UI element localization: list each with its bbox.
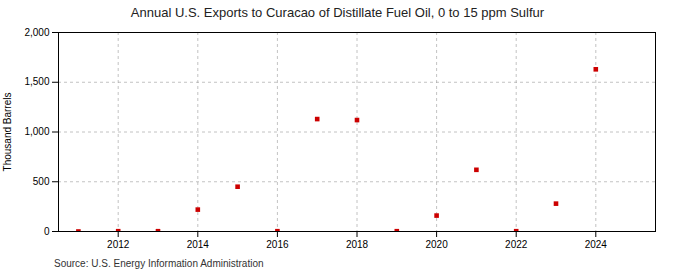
svg-text:2,000: 2,000: [24, 27, 49, 38]
svg-text:2024: 2024: [585, 239, 608, 250]
html-text:Annual U.S. Exports to Curacao: Annual U.S. Exports to Curacao of Distil…: [130, 5, 545, 20]
svg-text:2020: 2020: [425, 239, 448, 250]
svg-text:2022: 2022: [505, 239, 528, 250]
svg-text:1,000: 1,000: [24, 126, 49, 137]
svg-text:2018: 2018: [346, 239, 369, 250]
svg-text:500: 500: [33, 176, 50, 187]
svg-text:1,500: 1,500: [24, 76, 49, 87]
svg-text:0: 0: [44, 226, 50, 237]
svg-text:2014: 2014: [187, 239, 210, 250]
html-text:Source: U.S. Energy Informatio: Source: U.S. Energy Information Administ…: [54, 258, 264, 269]
svg-text:2016: 2016: [266, 239, 289, 250]
svg-text:2012: 2012: [107, 239, 130, 250]
svg-text:Thousand Barrels: Thousand Barrels: [2, 93, 13, 172]
